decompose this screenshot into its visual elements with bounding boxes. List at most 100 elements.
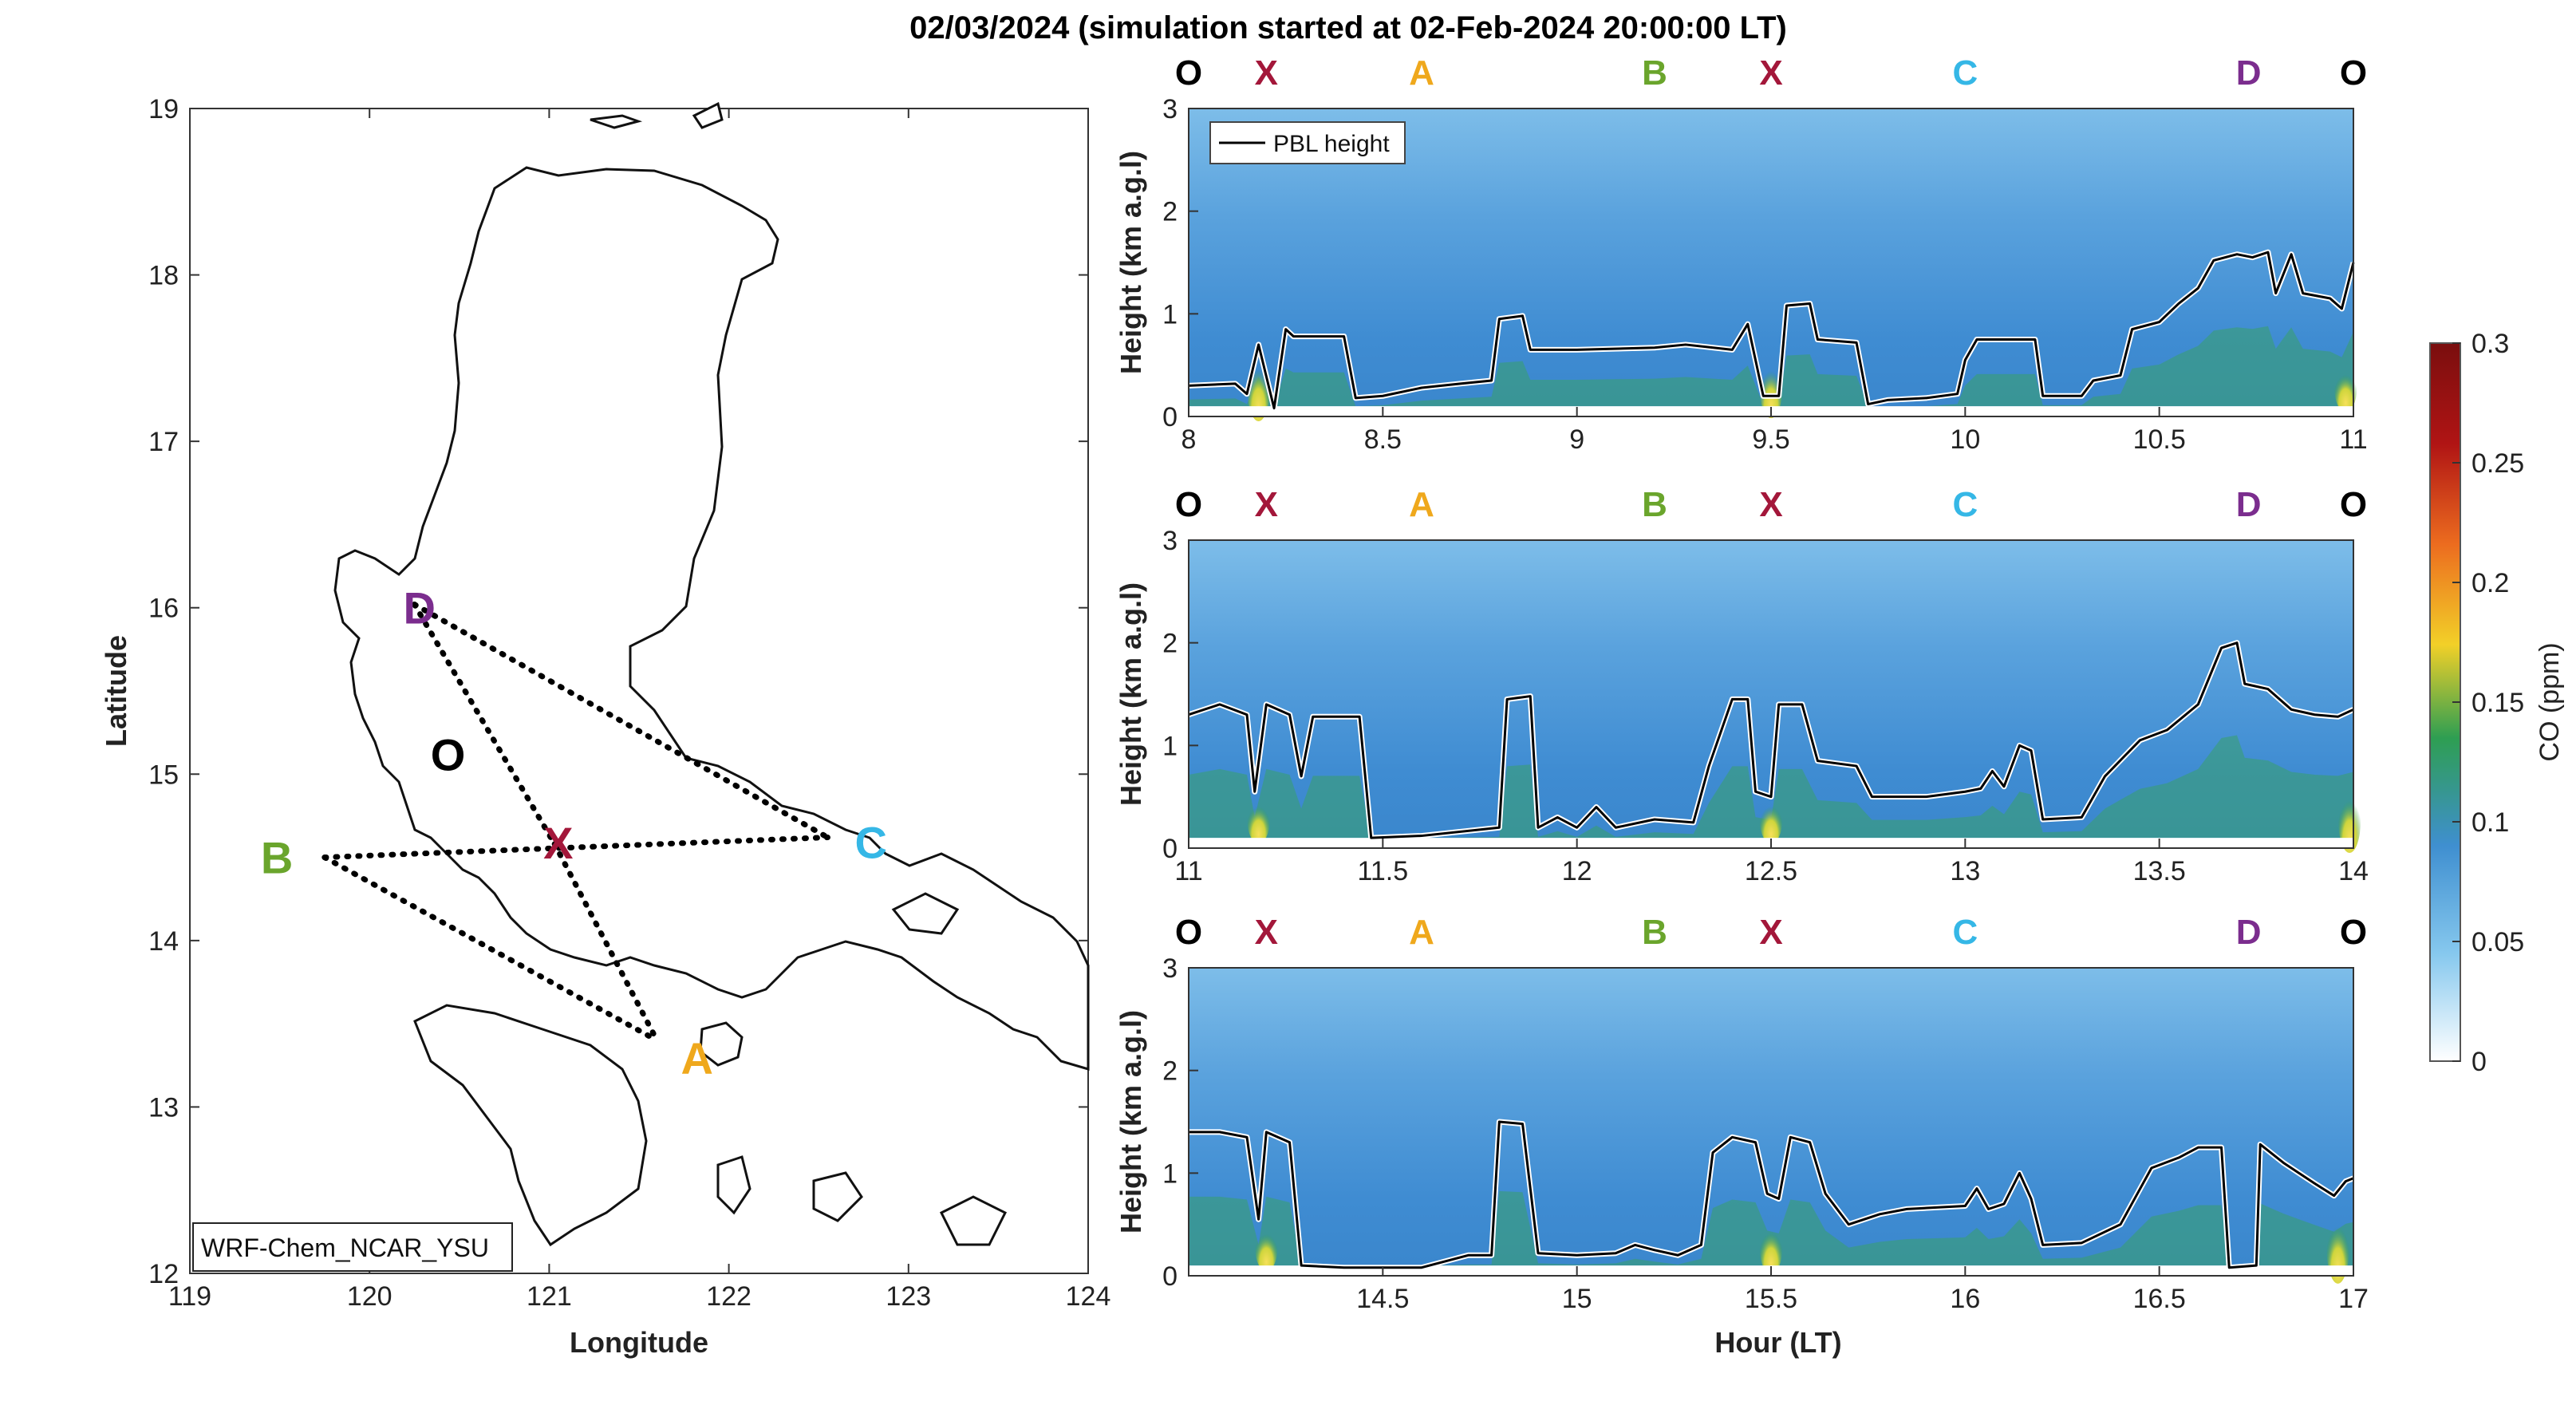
y-axis-label: Height (km a.g.l): [1114, 151, 1147, 374]
map-point-c: C: [854, 818, 886, 868]
y-tick-label: 1: [1162, 731, 1178, 761]
route-label-o: O: [2340, 913, 2367, 952]
x-tick-label: 13.5: [2133, 856, 2186, 886]
curtain-panel-3: 14.5 15 15.5 16 16.5 17 0 1 2 3 Height (km a.g.l) O…: [1114, 913, 2369, 1314]
y-tick-label: 3: [1162, 526, 1178, 556]
co-hotspot: [1255, 1225, 1278, 1272]
route-label-x: X: [1255, 53, 1278, 93]
route-label-x: X: [1255, 485, 1278, 524]
map-x-tick-label: 121: [527, 1281, 572, 1312]
colorbar-tick-label: 0.2: [2471, 568, 2509, 598]
route-label-a: A: [1409, 53, 1434, 93]
route-line-x-a: [551, 841, 661, 1044]
pbl-line: [1188, 251, 2355, 410]
x-tick-label: 16.5: [2133, 1284, 2186, 1314]
co-hotspot: [1247, 797, 1270, 844]
x-tick-label: 16: [1950, 1284, 1980, 1314]
y-tick-label: 3: [1162, 94, 1178, 124]
y-tick-label: 0: [1162, 402, 1178, 432]
land-outline: [333, 101, 1090, 1247]
y-tick-label: 3: [1162, 953, 1178, 984]
x-tick-label: 11: [1174, 856, 1202, 886]
y-axis-label: Height (km a.g.l): [1114, 582, 1147, 806]
y-axis-label: Height (km a.g.l): [1114, 1010, 1147, 1233]
map-x-tick-label: 122: [706, 1281, 751, 1312]
route-line-d-c: [412, 602, 830, 841]
colorbar-tick-label: 0: [2471, 1047, 2487, 1077]
route-label-b: B: [1642, 485, 1667, 524]
y-tick-label: 0: [1162, 834, 1178, 864]
x-tick-label: 10: [1950, 424, 1980, 455]
map-x-tick-label: 119: [168, 1281, 211, 1312]
colorbar-ticks: 0 0.05 0.1 0.15 0.2 0.25 0.3: [2452, 329, 2524, 1077]
map-point-b: B: [261, 833, 293, 883]
map-x-tick-label: 124: [1066, 1281, 1111, 1312]
co-hotspot: [2334, 365, 2357, 412]
route-label-d: D: [2236, 913, 2262, 952]
route-label-a: A: [1409, 485, 1434, 524]
x-tick-label: 9: [1569, 424, 1584, 455]
map-x-ticks: 119 120 121 122 123 124: [168, 109, 1110, 1312]
map-x-tick-label: 120: [347, 1281, 393, 1312]
x-tick-label: 14.5: [1356, 1284, 1409, 1314]
co-hotspot: [2338, 787, 2361, 853]
x-tick-label: 15.5: [1745, 1284, 1797, 1314]
map-y-ticks: 12 13 14 15 16 17 18 19: [148, 94, 1088, 1289]
map-point-d: D: [404, 583, 436, 633]
model-label: WRF-Chem_NCAR_YSU: [201, 1233, 489, 1262]
pbl-legend-label: PBL height: [1273, 131, 1390, 157]
x-tick-label: 11.5: [1358, 856, 1409, 886]
route-label-o: O: [1175, 53, 1202, 93]
colorbar-tick-label: 0.1: [2471, 807, 2509, 838]
x-tick-label: 13: [1950, 856, 1980, 886]
x-tick-label: 8: [1181, 424, 1197, 455]
route-label-x: X: [1759, 913, 1782, 952]
colorbar-tick-label: 0.3: [2471, 329, 2509, 359]
route-point-labels: D O X B C A: [261, 583, 887, 1083]
map-y-tick-label: 16: [148, 594, 179, 624]
map-x-axis-label: Longitude: [570, 1326, 708, 1359]
map-y-tick-label: 15: [148, 760, 179, 790]
y-tick-label: 2: [1162, 629, 1178, 659]
route-label-c: C: [1952, 913, 1978, 952]
route-label-x: X: [1255, 913, 1278, 952]
map-point-x: X: [543, 818, 573, 868]
route-label-o: O: [1175, 913, 1202, 952]
route-line-d-x: [412, 602, 558, 847]
figure-title: 02/03/2024 (simulation started at 02-Feb…: [909, 10, 1787, 45]
map-y-tick-label: 13: [148, 1092, 179, 1123]
co-boundary-layer: [1189, 735, 2353, 839]
y-tick-label: 1: [1162, 299, 1178, 330]
route-label-a: A: [1409, 913, 1434, 952]
route-label-x: X: [1759, 53, 1782, 93]
map-point-a: A: [681, 1033, 713, 1083]
route-label-o: O: [2340, 485, 2367, 524]
map-y-tick-label: 19: [148, 94, 179, 124]
map-x-tick-label: 123: [886, 1281, 931, 1312]
x-tick-label: 14: [2338, 856, 2369, 886]
map-y-axis-label: Latitude: [100, 635, 132, 747]
map-y-tick-label: 12: [148, 1259, 179, 1289]
map-panel: D O X B C A 119 120 121 122 123 124 12 13 14 15 16 17 18…: [100, 94, 1110, 1359]
model-label-box: WRF-Chem_NCAR_YSU: [192, 1222, 513, 1272]
map-y-tick-label: 17: [148, 427, 179, 457]
co-hotspot: [1760, 797, 1782, 844]
y-tick-label: 1: [1162, 1158, 1178, 1189]
x-tick-label: 8.5: [1364, 424, 1402, 455]
map-point-o: O: [431, 729, 466, 780]
curtain-panel-1: 8 8.5 9 9.5 10 10.5 11 0 1 2 3 Height (km a.g.l) O X A…: [1114, 53, 2368, 455]
x-tick-label: 17: [2338, 1284, 2369, 1314]
x-tick-label: 9.5: [1752, 424, 1789, 455]
route-lines: [322, 602, 830, 1044]
route-label-o: O: [1175, 485, 1202, 524]
co-hotspot: [1760, 359, 1782, 419]
route-label-d: D: [2236, 53, 2262, 93]
x-tick-label: 12.5: [1745, 856, 1797, 886]
co-boundary-layer: [1189, 326, 2353, 407]
route-label-o: O: [2340, 53, 2367, 93]
colorbar: 0 0.05 0.1 0.15 0.2 0.25 0.3 CO (ppm): [2429, 329, 2565, 1077]
pbl-line: [1188, 641, 2354, 839]
map-y-tick-label: 14: [148, 926, 179, 957]
